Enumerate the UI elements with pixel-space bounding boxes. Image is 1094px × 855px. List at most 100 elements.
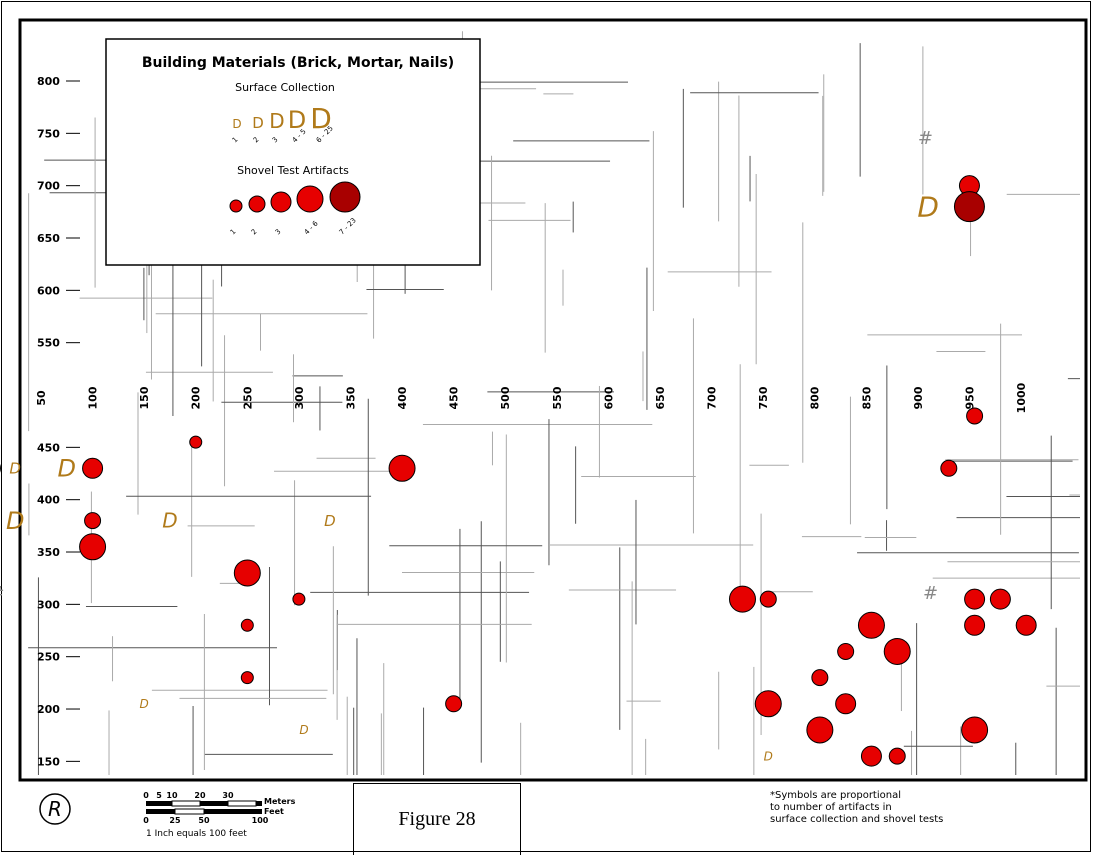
- surface-collection-symbol: D: [162, 509, 177, 533]
- legend-surface-class: 1: [231, 136, 240, 145]
- shovel-test-symbol: [888, 747, 906, 765]
- y-tick-label: 750: [37, 127, 60, 140]
- legend-surface-symbol: D: [232, 117, 241, 131]
- north-arrow: R: [38, 792, 74, 828]
- figure-label: Figure 28: [398, 808, 476, 830]
- shovel-test-symbol: [964, 588, 986, 610]
- shovel-test-symbol: [82, 457, 104, 479]
- shovel-test-symbol: [445, 695, 463, 713]
- shovel-test-symbol: [388, 454, 416, 482]
- x-tick-label: 500: [499, 386, 512, 409]
- footnote-line-1: *Symbols are proportional: [770, 790, 901, 801]
- shovel-test-symbol: [811, 669, 829, 687]
- legend-surface-class: 2: [252, 136, 261, 145]
- x-tick-label: 550: [551, 386, 564, 409]
- legend-surface-class: 3: [271, 136, 280, 145]
- y-tick-label: 350: [37, 546, 60, 559]
- legend: Building Materials (Brick, Mortar, Nails…: [105, 38, 481, 266]
- y-tick-label: 450: [37, 441, 60, 454]
- legend-surface-symbol: D: [310, 102, 332, 135]
- footnote-line-3: surface collection and shovel tests: [770, 814, 944, 825]
- x-tick-label: 1000: [1015, 382, 1028, 413]
- x-tick-label: 750: [757, 386, 770, 409]
- hash-marker: #: [0, 583, 5, 604]
- shovel-test-symbol: [964, 614, 986, 636]
- test-grid-lines: [28, 31, 1080, 775]
- surface-collection-symbol: D: [324, 512, 336, 530]
- footnote-line-2: to number of artifacts in: [770, 802, 892, 813]
- shovel-test-symbol: [1015, 614, 1037, 636]
- feet-tick-label: 0: [143, 816, 149, 825]
- x-axis-ticks: 50 100 150 200 250 300 350 400 450 500 550 600 650 70…: [35, 382, 1028, 413]
- shovel-test-symbol: [806, 716, 834, 744]
- y-tick-label: 250: [37, 651, 60, 664]
- x-tick-label: 100: [87, 386, 100, 409]
- meters-label: Meters: [264, 797, 296, 806]
- shovel-test-symbol: [835, 693, 857, 715]
- hash-marker: #: [918, 128, 933, 149]
- shovel-test-symbol: [728, 585, 756, 613]
- y-tick-label: 150: [37, 755, 60, 768]
- x-tick-label: 350: [344, 386, 357, 409]
- legend-shovel-class: 2: [250, 228, 259, 237]
- x-tick-label: 950: [963, 386, 976, 409]
- x-tick-label: 400: [396, 386, 409, 409]
- y-tick-label: 200: [37, 703, 60, 716]
- hash-marker: #: [923, 583, 938, 604]
- y-tick-label: 650: [37, 232, 60, 245]
- shovel-test-symbol: [961, 716, 989, 744]
- x-tick-label: 800: [809, 386, 822, 409]
- y-tick-label: 400: [37, 494, 60, 507]
- meter-tick-label: 30: [222, 791, 234, 800]
- legend-shovel-class: 1: [229, 228, 238, 237]
- x-tick-label: 300: [293, 386, 306, 409]
- shovel-test-symbol: [754, 690, 782, 718]
- x-tick-label: 150: [138, 386, 151, 409]
- x-tick-label: 900: [912, 386, 925, 409]
- legend-shovel-class: 3: [274, 228, 283, 237]
- shovel-test-symbol: [189, 435, 203, 449]
- shovel-test-symbol: [860, 745, 882, 767]
- legend-surface-symbol: D: [252, 114, 264, 132]
- shovel-test-symbol: [966, 407, 984, 425]
- y-tick-label: 600: [37, 284, 60, 297]
- legend-surface-symbol: D: [269, 109, 284, 133]
- shovel-test-symbol: [79, 533, 107, 561]
- scale-bar: 0 5 10 20 30 Meters Feet 0 25 50 100 1 Inch equ…: [142, 788, 302, 843]
- artifact-symbols: ###DDDDDDDDDD: [0, 128, 1037, 767]
- feet-ticks: 0 25 50 100: [143, 816, 269, 825]
- meter-tick-label: 5: [156, 791, 162, 800]
- x-tick-label: 250: [241, 386, 254, 409]
- shovel-test-symbol: [953, 191, 985, 223]
- shovel-test-symbol: [84, 512, 102, 530]
- legend-shovel-symbol: [229, 199, 243, 213]
- meter-tick-label: 20: [194, 791, 206, 800]
- y-tick-label: 800: [37, 75, 60, 88]
- x-tick-label: 650: [654, 386, 667, 409]
- x-tick-label: 600: [602, 386, 615, 409]
- x-tick-label: 450: [448, 386, 461, 409]
- meter-tick-label: 10: [166, 791, 178, 800]
- feet-tick-label: 100: [252, 816, 269, 825]
- feet-tick-label: 50: [198, 816, 210, 825]
- shovel-test-symbol: [940, 459, 958, 477]
- meter-ticks: 0 5 10 20 30: [143, 791, 234, 800]
- legend-shovel-symbol: [248, 195, 266, 213]
- shovel-test-symbol: [292, 592, 306, 606]
- x-tick-label: 850: [860, 386, 873, 409]
- y-tick-label: 300: [37, 598, 60, 611]
- surface-collection-symbol: D: [917, 190, 939, 223]
- shovel-test-label: Shovel Test Artifacts: [237, 164, 349, 177]
- legend-shovel-symbol: [329, 181, 361, 213]
- footnote: *Symbols are proportional to number of a…: [770, 790, 990, 826]
- surface-collection-label: Surface Collection: [235, 81, 335, 94]
- shovel-test-symbol: [837, 642, 855, 660]
- figure-label-box: Figure 28: [353, 783, 521, 855]
- shovel-test-symbol: [233, 559, 261, 587]
- surface-collection-symbol: D: [9, 460, 21, 478]
- legend-shovel-symbol: [270, 191, 292, 213]
- x-tick-label: 50: [35, 390, 48, 406]
